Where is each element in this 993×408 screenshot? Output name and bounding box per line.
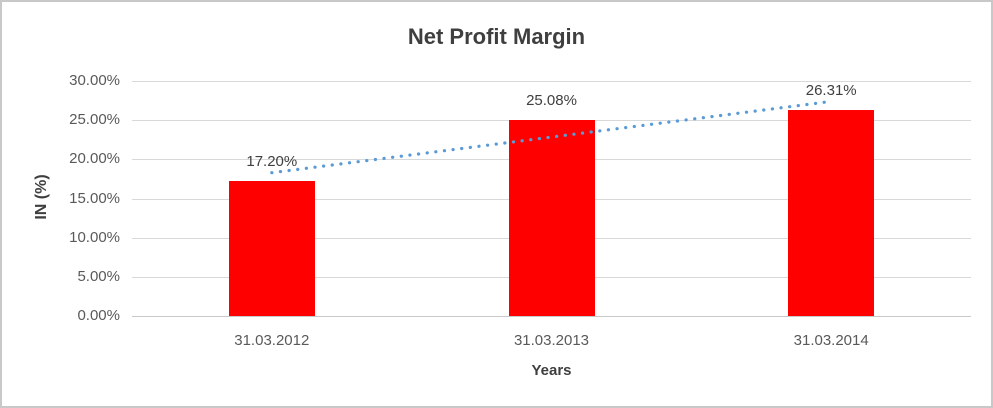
bar-data-label: 25.08% bbox=[526, 91, 577, 109]
y-tick-label: 5.00% bbox=[77, 267, 120, 285]
bar-data-label: 17.20% bbox=[246, 153, 298, 171]
bar-data-label: 26.31% bbox=[805, 81, 857, 99]
chart-title: Net Profit Margin bbox=[407, 24, 586, 49]
bar-31.03.2014 bbox=[788, 109, 875, 316]
bar-31.03.2012 bbox=[228, 181, 315, 316]
y-tick-label: 15.00% bbox=[69, 189, 120, 207]
x-axis-title: Years bbox=[531, 362, 572, 379]
gridline bbox=[132, 81, 971, 82]
x-tick-label: 31.03.2012 bbox=[234, 332, 310, 349]
y-tick-label: 25.00% bbox=[69, 111, 120, 129]
x-axis-line bbox=[132, 316, 971, 317]
y-tick-label: 30.00% bbox=[69, 72, 120, 89]
y-tick-label: 10.00% bbox=[69, 228, 120, 246]
x-tick-label: 31.03.2013 bbox=[513, 332, 590, 349]
y-tick-label: 0.00% bbox=[77, 307, 120, 324]
y-tick-label: 20.00% bbox=[69, 150, 120, 168]
bar-31.03.2013 bbox=[508, 119, 595, 316]
x-tick-label: 31.03.2014 bbox=[793, 332, 869, 349]
